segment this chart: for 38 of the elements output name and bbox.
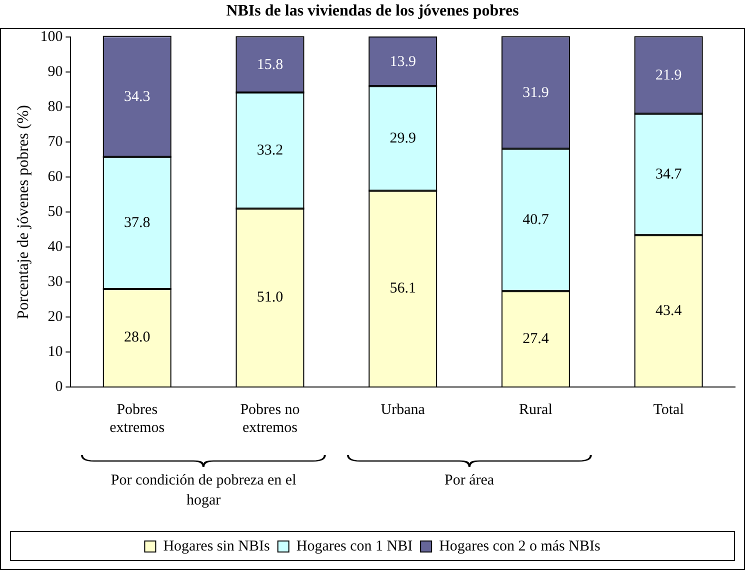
- y-tick-label: 100: [40, 29, 63, 46]
- y-tick-label: 40: [48, 239, 63, 256]
- y-tick-label: 50: [48, 204, 63, 220]
- y-tick-label: 70: [48, 134, 63, 150]
- x-tick-label: Pobres extremos: [110, 402, 165, 436]
- data-label: 34.3: [124, 88, 150, 105]
- text: Por área: [444, 472, 494, 488]
- y-tick-label: 20: [48, 308, 63, 325]
- text: Por condición de pobreza en el hogar: [110, 472, 296, 508]
- chart-title: NBIs de las viviendas de los jóvenes pobres: [226, 2, 519, 20]
- data-label: 51.0: [256, 289, 284, 306]
- x-tick-label: Urbana: [380, 402, 426, 418]
- data-label: 34.7: [655, 166, 682, 182]
- legend-label: Hogares con 1 NBI: [296, 538, 413, 554]
- data-label: 37.8: [124, 214, 150, 231]
- y-tick-label: 80: [48, 99, 63, 116]
- data-label: 56.1: [390, 280, 416, 297]
- data-label: 29.9: [390, 130, 416, 146]
- data-label: 28.0: [124, 330, 150, 346]
- y-tick-label: 30: [48, 274, 63, 290]
- legend-label: Hogares sin NBIs: [163, 538, 270, 554]
- x-tick-label: Rural: [519, 402, 552, 418]
- y-tick-label: 0: [55, 378, 63, 395]
- y-tick-label: 10: [48, 344, 63, 360]
- data-label: 31.9: [522, 84, 549, 101]
- data-label: 21.9: [655, 67, 682, 84]
- data-label: 13.9: [390, 54, 416, 70]
- data-label: 15.8: [256, 56, 284, 73]
- y-tick-label: 90: [48, 64, 63, 80]
- data-label: 27.4: [522, 330, 550, 347]
- data-label: 43.4: [655, 302, 682, 319]
- x-tick-label: Pobres no extremos: [240, 402, 300, 436]
- y-axis-title: Porcentaje de jóvenes pobres (%): [14, 105, 32, 320]
- y-tick-label: 60: [48, 169, 63, 186]
- legend-label: Hogares con 2 o más NBIs: [439, 538, 600, 554]
- data-label: 33.2: [256, 142, 284, 158]
- data-label: 40.7: [522, 212, 550, 228]
- x-tick-label: Total: [653, 402, 684, 418]
